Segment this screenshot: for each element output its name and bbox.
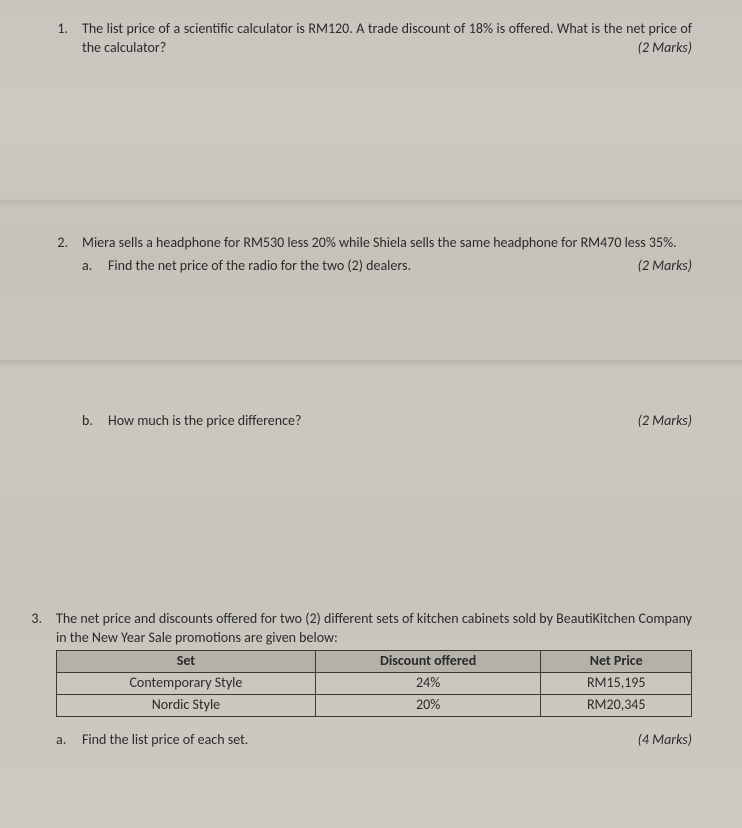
question-2a-body: Find the net price of the radio for the … [108, 257, 692, 276]
question-3-body: The net price and discounts offered for … [56, 610, 692, 749]
question-1-text: The list price of a scientific calculato… [82, 20, 692, 56]
question-3-number: 3. [24, 610, 56, 627]
question-2a-marks: (2 Marks) [638, 257, 692, 276]
table-cell-set: Nordic Style [57, 695, 316, 717]
table-header-set: Set [57, 651, 316, 673]
question-3-row: 3. The net price and discounts offered f… [24, 610, 692, 749]
question-3a-marks: (4 Marks) [638, 731, 692, 750]
table-row: Nordic Style 20% RM20,345 [57, 695, 692, 717]
answer-space-1 [50, 68, 692, 234]
question-3a-text: Find the list price of each set. [82, 731, 248, 748]
table-row: Contemporary Style 24% RM15,195 [57, 673, 692, 695]
table-cell-discount: 20% [315, 695, 541, 717]
cabinet-table: Set Discount offered Net Price Contempor… [56, 650, 692, 717]
question-1-row: 1. The list price of a scientific calcul… [50, 20, 692, 58]
question-2b-row: b. How much is the price difference? (2 … [50, 408, 692, 431]
table-header-row: Set Discount offered Net Price [57, 651, 692, 673]
question-3a-body: Find the list price of each set. (4 Mark… [82, 731, 692, 750]
question-2-number: 2. [50, 234, 82, 251]
question-1: 1. The list price of a scientific calcul… [50, 20, 692, 58]
table-header-netprice: Net Price [541, 651, 692, 673]
question-2: 2. Miera sells a headphone for RM530 les… [50, 234, 692, 276]
question-2-row: 2. Miera sells a headphone for RM530 les… [50, 234, 692, 276]
question-2b-text: How much is the price difference? [108, 412, 301, 429]
answer-space-2b [50, 440, 692, 610]
question-3a-row: a. Find the list price of each set. (4 M… [56, 731, 692, 750]
question-2b: b. How much is the price difference? (2 … [50, 408, 692, 431]
question-2a-row: a. Find the net price of the radio for t… [82, 257, 692, 276]
question-3-intro: The net price and discounts offered for … [56, 610, 692, 648]
question-2-body: Miera sells a headphone for RM530 less 2… [82, 234, 692, 276]
paper-fold-shadow [0, 360, 742, 368]
table-cell-netprice: RM15,195 [541, 673, 692, 695]
table-cell-set: Contemporary Style [57, 673, 316, 695]
answer-space-2a [50, 286, 692, 408]
question-2b-body: How much is the price difference? (2 Mar… [108, 412, 692, 431]
question-2a-letter: a. [82, 257, 108, 276]
question-2b-subrow: b. How much is the price difference? (2 … [82, 412, 692, 431]
question-2-intro: Miera sells a headphone for RM530 less 2… [82, 234, 692, 253]
question-3: 3. The net price and discounts offered f… [50, 610, 692, 749]
question-2b-marks: (2 Marks) [638, 412, 692, 431]
question-2a-text: Find the net price of the radio for the … [108, 257, 411, 274]
question-2b-body-wrap: b. How much is the price difference? (2 … [82, 408, 692, 431]
question-2b-letter: b. [82, 412, 108, 431]
worksheet-page: 1. The list price of a scientific calcul… [0, 0, 742, 780]
question-1-body: The list price of a scientific calculato… [82, 20, 692, 58]
question-3a-letter: a. [56, 731, 82, 750]
paper-shadow [0, 200, 742, 208]
question-1-number: 1. [50, 20, 82, 37]
table-cell-netprice: RM20,345 [541, 695, 692, 717]
table-cell-discount: 24% [315, 673, 541, 695]
table-header-discount: Discount offered [315, 651, 541, 673]
question-1-marks: (2 Marks) [638, 39, 692, 58]
